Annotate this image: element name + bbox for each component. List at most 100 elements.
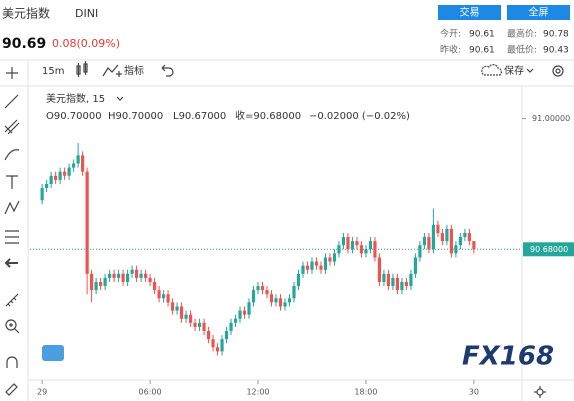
candle-body (67, 167, 71, 176)
candle-body (134, 269, 139, 278)
ruler-tool[interactable] (5, 293, 19, 307)
candle-body (359, 245, 364, 254)
indicator-icon[interactable] (102, 64, 122, 77)
candle-body (85, 171, 89, 274)
chart-type-icon[interactable] (76, 61, 88, 77)
x-tick-label: 30 (469, 388, 479, 397)
candle-body (305, 265, 310, 270)
trade-button[interactable] (438, 5, 501, 20)
candle-body (440, 232, 444, 242)
candle-body (409, 273, 413, 287)
price-change: 0.08(0.09%) (52, 37, 120, 50)
zoom-tool-detail[interactable] (9, 323, 20, 334)
candle-body (220, 339, 224, 352)
candle-body (283, 302, 287, 307)
candle-body (90, 273, 94, 291)
candle-body (373, 241, 377, 258)
trend-line-tool[interactable] (4, 94, 19, 109)
watermark: FX168 (462, 342, 554, 372)
candle-body (49, 175, 53, 184)
back-tool[interactable] (4, 258, 18, 268)
prediction-tool[interactable] (5, 230, 19, 244)
candle-body (337, 245, 341, 254)
legend-high: H90.70000 (108, 111, 163, 122)
y-tick-label: 91.00000 (532, 114, 570, 123)
x-tick-label: 18:00 (354, 388, 377, 397)
candle-body (463, 232, 467, 238)
candle-body (454, 245, 458, 254)
candle-body (422, 237, 427, 246)
last-price: 90.69 (2, 36, 46, 52)
x-tick-label: 06:00 (139, 388, 162, 397)
candle-body (400, 281, 404, 291)
candle-body (175, 306, 179, 311)
candle-body (251, 290, 256, 303)
interval[interactable]: 15m (42, 66, 64, 77)
candle-body (148, 277, 152, 282)
lock-tool[interactable] (5, 383, 18, 396)
candle-body (346, 237, 350, 250)
candle-body (229, 322, 233, 331)
candle-body (431, 224, 436, 250)
candle-body (157, 290, 161, 299)
x-tick-label: 12:00 (246, 388, 269, 397)
axis-settings-ring[interactable] (536, 388, 544, 396)
legend-toggle[interactable] (116, 96, 124, 101)
stat-label: 今开: (440, 28, 461, 40)
candle-body (332, 253, 337, 262)
candle-body (188, 314, 193, 323)
legend-low: L90.67000 (173, 111, 226, 122)
fullscreen-button-label[interactable]: 全屏 (529, 6, 549, 19)
drawing-tools (4, 67, 20, 396)
candle-body (413, 257, 418, 274)
candle-body (395, 277, 400, 291)
indicators[interactable]: 指标 (124, 64, 144, 77)
candle-body (382, 273, 386, 282)
candle-body (386, 273, 391, 287)
save[interactable]: 保存 (504, 64, 524, 77)
axis-settings[interactable] (534, 386, 546, 398)
pattern-tool[interactable] (4, 200, 20, 215)
candle-body (112, 273, 116, 278)
stat-label: 昨收: (440, 44, 461, 56)
trade-button-label[interactable]: 交易 (460, 6, 480, 19)
crosshair-tool[interactable] (6, 67, 18, 79)
text-tool[interactable] (6, 175, 18, 189)
candle-body (193, 322, 197, 327)
stat-value: 90.61 (469, 30, 495, 40)
candle-body (404, 281, 409, 287)
undo-icon[interactable] (161, 64, 174, 77)
candle-body (40, 188, 44, 201)
candle-body (274, 298, 278, 303)
stat-value: 90.43 (543, 46, 569, 56)
candle-body (116, 273, 121, 278)
candle-body (206, 330, 211, 340)
dropdown-icon[interactable] (526, 68, 534, 73)
fullscreen-button[interactable] (507, 5, 570, 20)
candle-body (391, 277, 395, 287)
candle-body (377, 257, 382, 282)
stat-value: 90.61 (469, 46, 495, 56)
candle-body (314, 261, 319, 266)
candle-body (328, 257, 332, 262)
instrument-name: 美元指数 (2, 6, 50, 21)
settings-icon[interactable] (552, 65, 564, 77)
candle-body (179, 306, 184, 319)
candle-body (242, 310, 247, 315)
stat-label: 最高价: (507, 28, 537, 40)
magnet-tool[interactable] (6, 356, 18, 368)
candle-body (197, 322, 202, 327)
candle-body (103, 277, 107, 287)
candle-body (63, 171, 67, 176)
fib-tool[interactable] (4, 119, 20, 135)
candle-body (224, 330, 229, 340)
candle-body (72, 163, 76, 168)
zoom-tool[interactable] (5, 319, 17, 331)
brush-tool[interactable] (4, 149, 20, 161)
x-tick-label: 29 (37, 388, 47, 397)
cloud-badge[interactable] (42, 345, 64, 361)
candle-body (130, 269, 134, 274)
candle-body (436, 224, 440, 233)
candle-body (247, 302, 251, 315)
candle-body (458, 237, 462, 246)
